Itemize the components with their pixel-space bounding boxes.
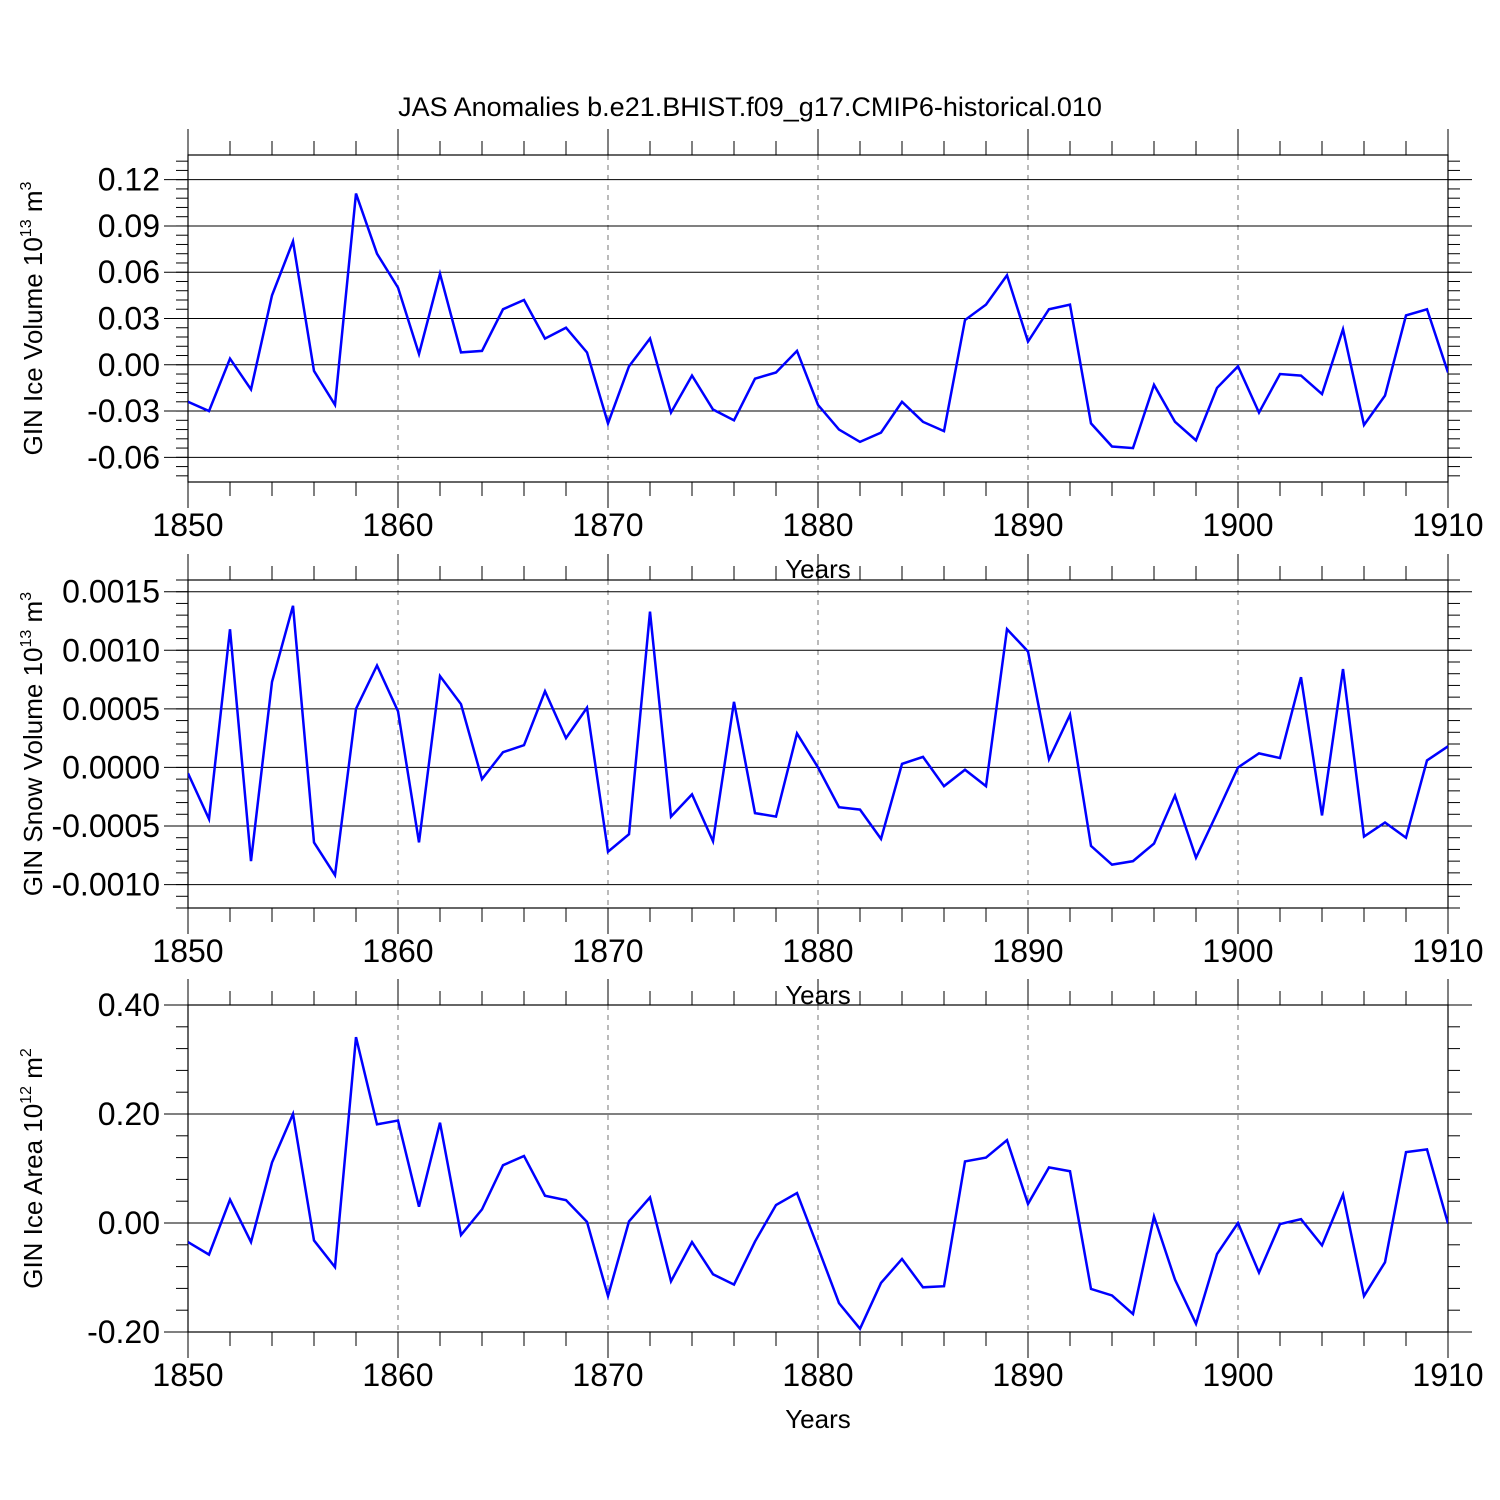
x-tick-label: 1890 — [992, 507, 1063, 543]
y-tick-label: 0.03 — [98, 301, 160, 337]
x-tick-label: 1880 — [782, 1357, 853, 1393]
x-axis-label: Years — [785, 1404, 851, 1434]
panel-2: -0.0010 -0.0005 0.0000 0.0005 0.0010 0.0015 18… — [18, 554, 1484, 1010]
x-tick-label: 1860 — [362, 1357, 433, 1393]
x-tick-label: 1870 — [572, 1357, 643, 1393]
series-line-gin-ice-area — [188, 1036, 1448, 1332]
x-tick-label: 1900 — [1202, 1357, 1273, 1393]
y-axis-label: GIN Ice Area 1012 m2 — [18, 1048, 48, 1289]
x-tick-label: 1910 — [1412, 1357, 1483, 1393]
x-tick-label: 1870 — [572, 933, 643, 969]
x-tick-label: 1880 — [782, 933, 853, 969]
series-line-gin-snow-volume — [188, 605, 1448, 879]
y-tick-label: -0.0005 — [51, 808, 160, 844]
y-tick-label: -0.06 — [87, 439, 160, 475]
y-tick-label: -0.03 — [87, 393, 160, 429]
figure-title: JAS Anomalies b.e21.BHIST.f09_g17.CMIP6-… — [398, 92, 1102, 122]
y-tick-label: 0.00 — [98, 347, 160, 383]
x-tick-label: 1890 — [992, 933, 1063, 969]
y-tick-label: 0.09 — [98, 208, 160, 244]
x-tick-label: 1900 — [1202, 507, 1273, 543]
series-line-gin-ice-volume — [188, 193, 1448, 450]
x-tick-label: 1900 — [1202, 933, 1273, 969]
x-tick-label: 1860 — [362, 933, 433, 969]
y-tick-label: 0.0010 — [62, 632, 160, 668]
y-tick-label: 0.06 — [98, 254, 160, 290]
x-tick-label: 1850 — [152, 507, 223, 543]
panels: -0.06 -0.03 0.00 0.03 0.06 0.09 0.12 1850 1860 18… — [18, 129, 1484, 1434]
y-tick-label: 0.0015 — [62, 574, 160, 610]
y-tick-label: 0.20 — [98, 1096, 160, 1132]
x-tick-label: 1910 — [1412, 507, 1483, 543]
x-tick-label: 1890 — [992, 1357, 1063, 1393]
y-tick-label: 0.00 — [98, 1205, 160, 1241]
y-axis-label: GIN Ice Volume 1013 m3 — [18, 181, 48, 455]
x-tick-label: 1910 — [1412, 933, 1483, 969]
y-tick-label: 0.0000 — [62, 749, 160, 785]
panel-3: -0.20 0.00 0.20 0.40 1850 1860 1870 1880 1890 190… — [18, 979, 1484, 1434]
y-tick-label: 0.40 — [98, 987, 160, 1023]
y-tick-label: -0.20 — [87, 1314, 160, 1350]
x-tick-label: 1850 — [152, 1357, 223, 1393]
y-tick-label: 0.12 — [98, 162, 160, 198]
panel-1: -0.06 -0.03 0.00 0.03 0.06 0.09 0.12 1850 1860 18… — [18, 129, 1484, 584]
x-tick-label: 1850 — [152, 933, 223, 969]
x-tick-label: 1880 — [782, 507, 853, 543]
x-tick-label: 1870 — [572, 507, 643, 543]
y-axis-label: GIN Snow Volume 1013 m3 — [18, 592, 48, 896]
x-tick-label: 1860 — [362, 507, 433, 543]
y-tick-label: -0.0010 — [51, 867, 160, 903]
y-tick-label: 0.0005 — [62, 691, 160, 727]
